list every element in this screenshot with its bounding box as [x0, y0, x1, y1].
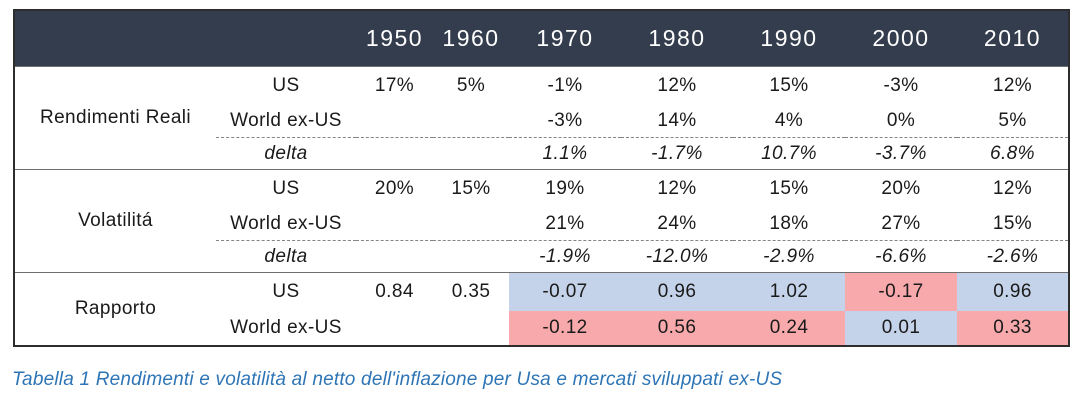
table-row: Rendimenti Reali US 17% 5% -1% 12% 15% -… [14, 67, 1069, 129]
value-cell: 0.96 [957, 272, 1069, 311]
value-cell [356, 311, 433, 346]
year-header: 2000 [845, 10, 957, 67]
value-cell: 0.01 [845, 311, 957, 346]
value-cell: 0.84 [375, 281, 414, 302]
value-cell: -12.0% [621, 240, 733, 273]
value-cell: -0.07 [509, 272, 621, 311]
table-row: World ex-US -3% 14% 4% 0% 5% [14, 104, 1069, 138]
group-label-cell: Rendimenti Reali [39, 107, 192, 128]
value-cell [433, 137, 509, 170]
value-cell: 18% [769, 212, 809, 234]
value-cell [433, 311, 509, 346]
value-cell: 12% [657, 177, 697, 199]
value-cell: -1% [547, 74, 583, 96]
year-header: 1950 [356, 10, 433, 67]
value-cell: -1.7% [621, 137, 733, 170]
value-cell: -3% [547, 109, 583, 131]
value-cell: 12% [992, 74, 1033, 96]
value-cell: 15% [451, 177, 491, 199]
table-row: World ex-US -0.12 0.56 0.24 0.01 0.33 [14, 311, 1069, 346]
table-row: World ex-US 21% 24% 18% 27% 15% [14, 207, 1069, 241]
table-row: Rapporto US 0.84 0.35 -0.07 0.96 1.02 -0… [14, 272, 1069, 319]
value-cell: 0% [886, 109, 916, 131]
value-cell: -1.9% [509, 240, 621, 273]
value-cell: -6.6% [845, 240, 957, 273]
value-cell: 15% [769, 74, 809, 96]
year-header: 1980 [621, 10, 733, 67]
value-cell [433, 240, 509, 273]
table-row: delta -1.9% -12.0% -2.9% -6.6% -2.6% [14, 240, 1069, 273]
value-cell: 21% [545, 212, 585, 234]
year-header: 1960 [433, 10, 509, 67]
year-header: 1990 [733, 10, 845, 67]
series-label-cell: delta [216, 240, 356, 273]
data-table-container: 1950 1960 1970 1980 1990 2000 2010 Rendi… [13, 9, 1070, 347]
value-cell: 20% [374, 177, 415, 199]
value-cell: 5% [998, 109, 1027, 131]
table-row: delta 1.1% -1.7% 10.7% -3.7% 6.8% [14, 137, 1069, 170]
value-cell: 5% [456, 74, 486, 96]
value-cell [433, 104, 509, 138]
value-cell: 6.8% [957, 137, 1069, 170]
value-cell: 12% [657, 74, 697, 96]
value-cell: 17% [374, 74, 415, 96]
value-cell: 4% [774, 109, 804, 131]
table-row: Volatilitá US 20% 15% 19% 12% 15% 20% 12… [14, 170, 1069, 232]
header-corner [14, 10, 356, 67]
year-header: 2010 [957, 10, 1069, 67]
value-cell: -2.6% [957, 240, 1069, 273]
value-cell: 1.02 [733, 272, 845, 311]
value-cell: 0.24 [733, 311, 845, 346]
header-row: 1950 1960 1970 1980 1990 2000 2010 [14, 10, 1069, 67]
table-caption: Tabella 1 Rendimenti e volatilità al net… [12, 369, 783, 390]
value-cell: -2.9% [733, 240, 845, 273]
value-cell: 1.1% [509, 137, 621, 170]
series-label-cell: World ex-US [230, 317, 342, 338]
group-label-cell: Volatilitá [78, 210, 153, 231]
value-cell [356, 207, 433, 241]
value-cell: -3.7% [845, 137, 957, 170]
series-label-cell: US [272, 177, 300, 199]
value-cell [433, 207, 509, 241]
group-label-cell: Rapporto [74, 298, 157, 319]
series-label-cell: US [272, 74, 300, 96]
series-label-cell: delta [216, 137, 356, 170]
value-cell: 20% [881, 177, 921, 199]
section-volatilita: Volatilitá US 20% 15% 19% 12% 15% 20% 12… [14, 169, 1069, 273]
value-cell: 15% [769, 177, 809, 199]
series-label-cell: World ex-US [230, 212, 342, 234]
value-cell: 12% [992, 177, 1033, 199]
year-header: 1970 [509, 10, 621, 67]
value-cell: 27% [881, 212, 921, 234]
value-cell: 15% [992, 212, 1033, 234]
value-cell: 0.96 [621, 272, 733, 311]
section-rapporto: Rapporto US 0.84 0.35 -0.07 0.96 1.02 -0… [14, 272, 1069, 346]
value-cell: 0.56 [621, 311, 733, 346]
value-cell: -0.12 [509, 311, 621, 346]
value-cell [356, 137, 433, 170]
value-cell: -3% [883, 74, 919, 96]
value-cell: -0.17 [845, 272, 957, 311]
value-cell [356, 104, 433, 138]
value-cell: 10.7% [733, 137, 845, 170]
value-cell: 0.33 [957, 311, 1069, 346]
series-label-cell: World ex-US [230, 109, 342, 131]
value-cell: 0.35 [451, 281, 491, 302]
value-cell [356, 240, 433, 273]
series-label-cell: US [272, 281, 300, 302]
value-cell: 19% [545, 177, 585, 199]
data-table: 1950 1960 1970 1980 1990 2000 2010 Rendi… [13, 9, 1070, 347]
section-rendimenti-reali: Rendimenti Reali US 17% 5% -1% 12% 15% -… [14, 66, 1069, 170]
value-cell: 14% [657, 109, 697, 131]
value-cell: 24% [657, 212, 697, 234]
